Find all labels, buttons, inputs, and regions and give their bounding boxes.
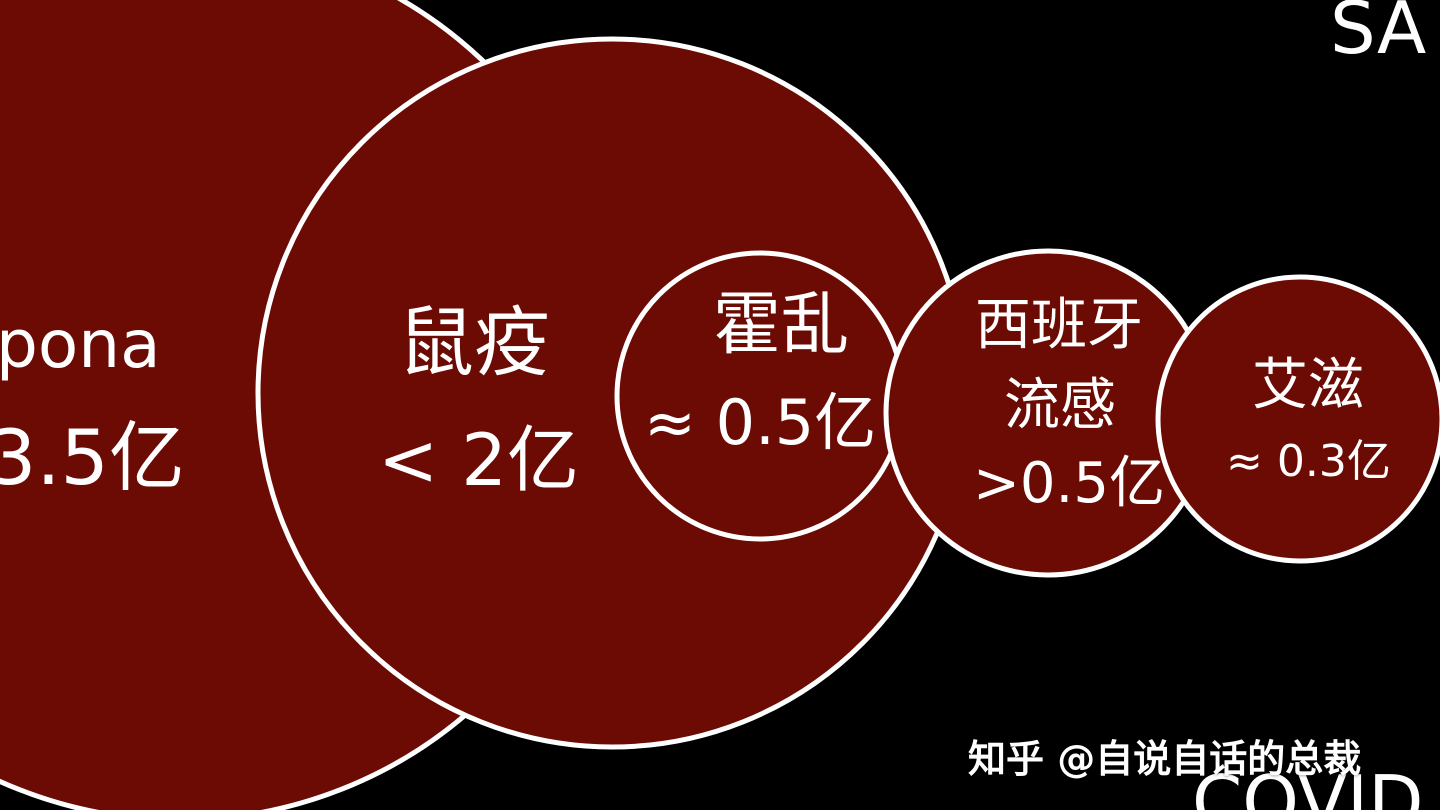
bubble-label-spanish-flu-name-line2: 流感 [1004,373,1116,438]
edge-label-bottom-right: COVID [1192,760,1424,810]
bubble-label-spanish-flu-count: >0.5亿 [973,451,1165,516]
bubble-label-plague-count: < 2亿 [378,418,580,502]
watermark-text: 知乎 @自说自话的总裁 [968,737,1362,781]
bubble-label-aids-count: ≈ 0.3亿 [1226,436,1391,487]
bubble-aids [1155,274,1440,564]
bubble-label-plague-name: 鼠疫 [398,298,550,387]
bubble-label-antonine-count: 3.5亿 [0,413,185,502]
bubble-label-antonine-name: pona [0,306,161,383]
edge-label-top-right: SA [1330,0,1427,70]
bubble-label-aids-name: 艾滋 [1252,353,1364,418]
bubble-label-cholera-count: ≈ 0.5亿 [644,386,877,459]
bubble-label-cholera-name: 霍乱 [713,286,850,365]
bubble-label-spanish-flu-name-line1: 西班牙 [975,293,1143,358]
